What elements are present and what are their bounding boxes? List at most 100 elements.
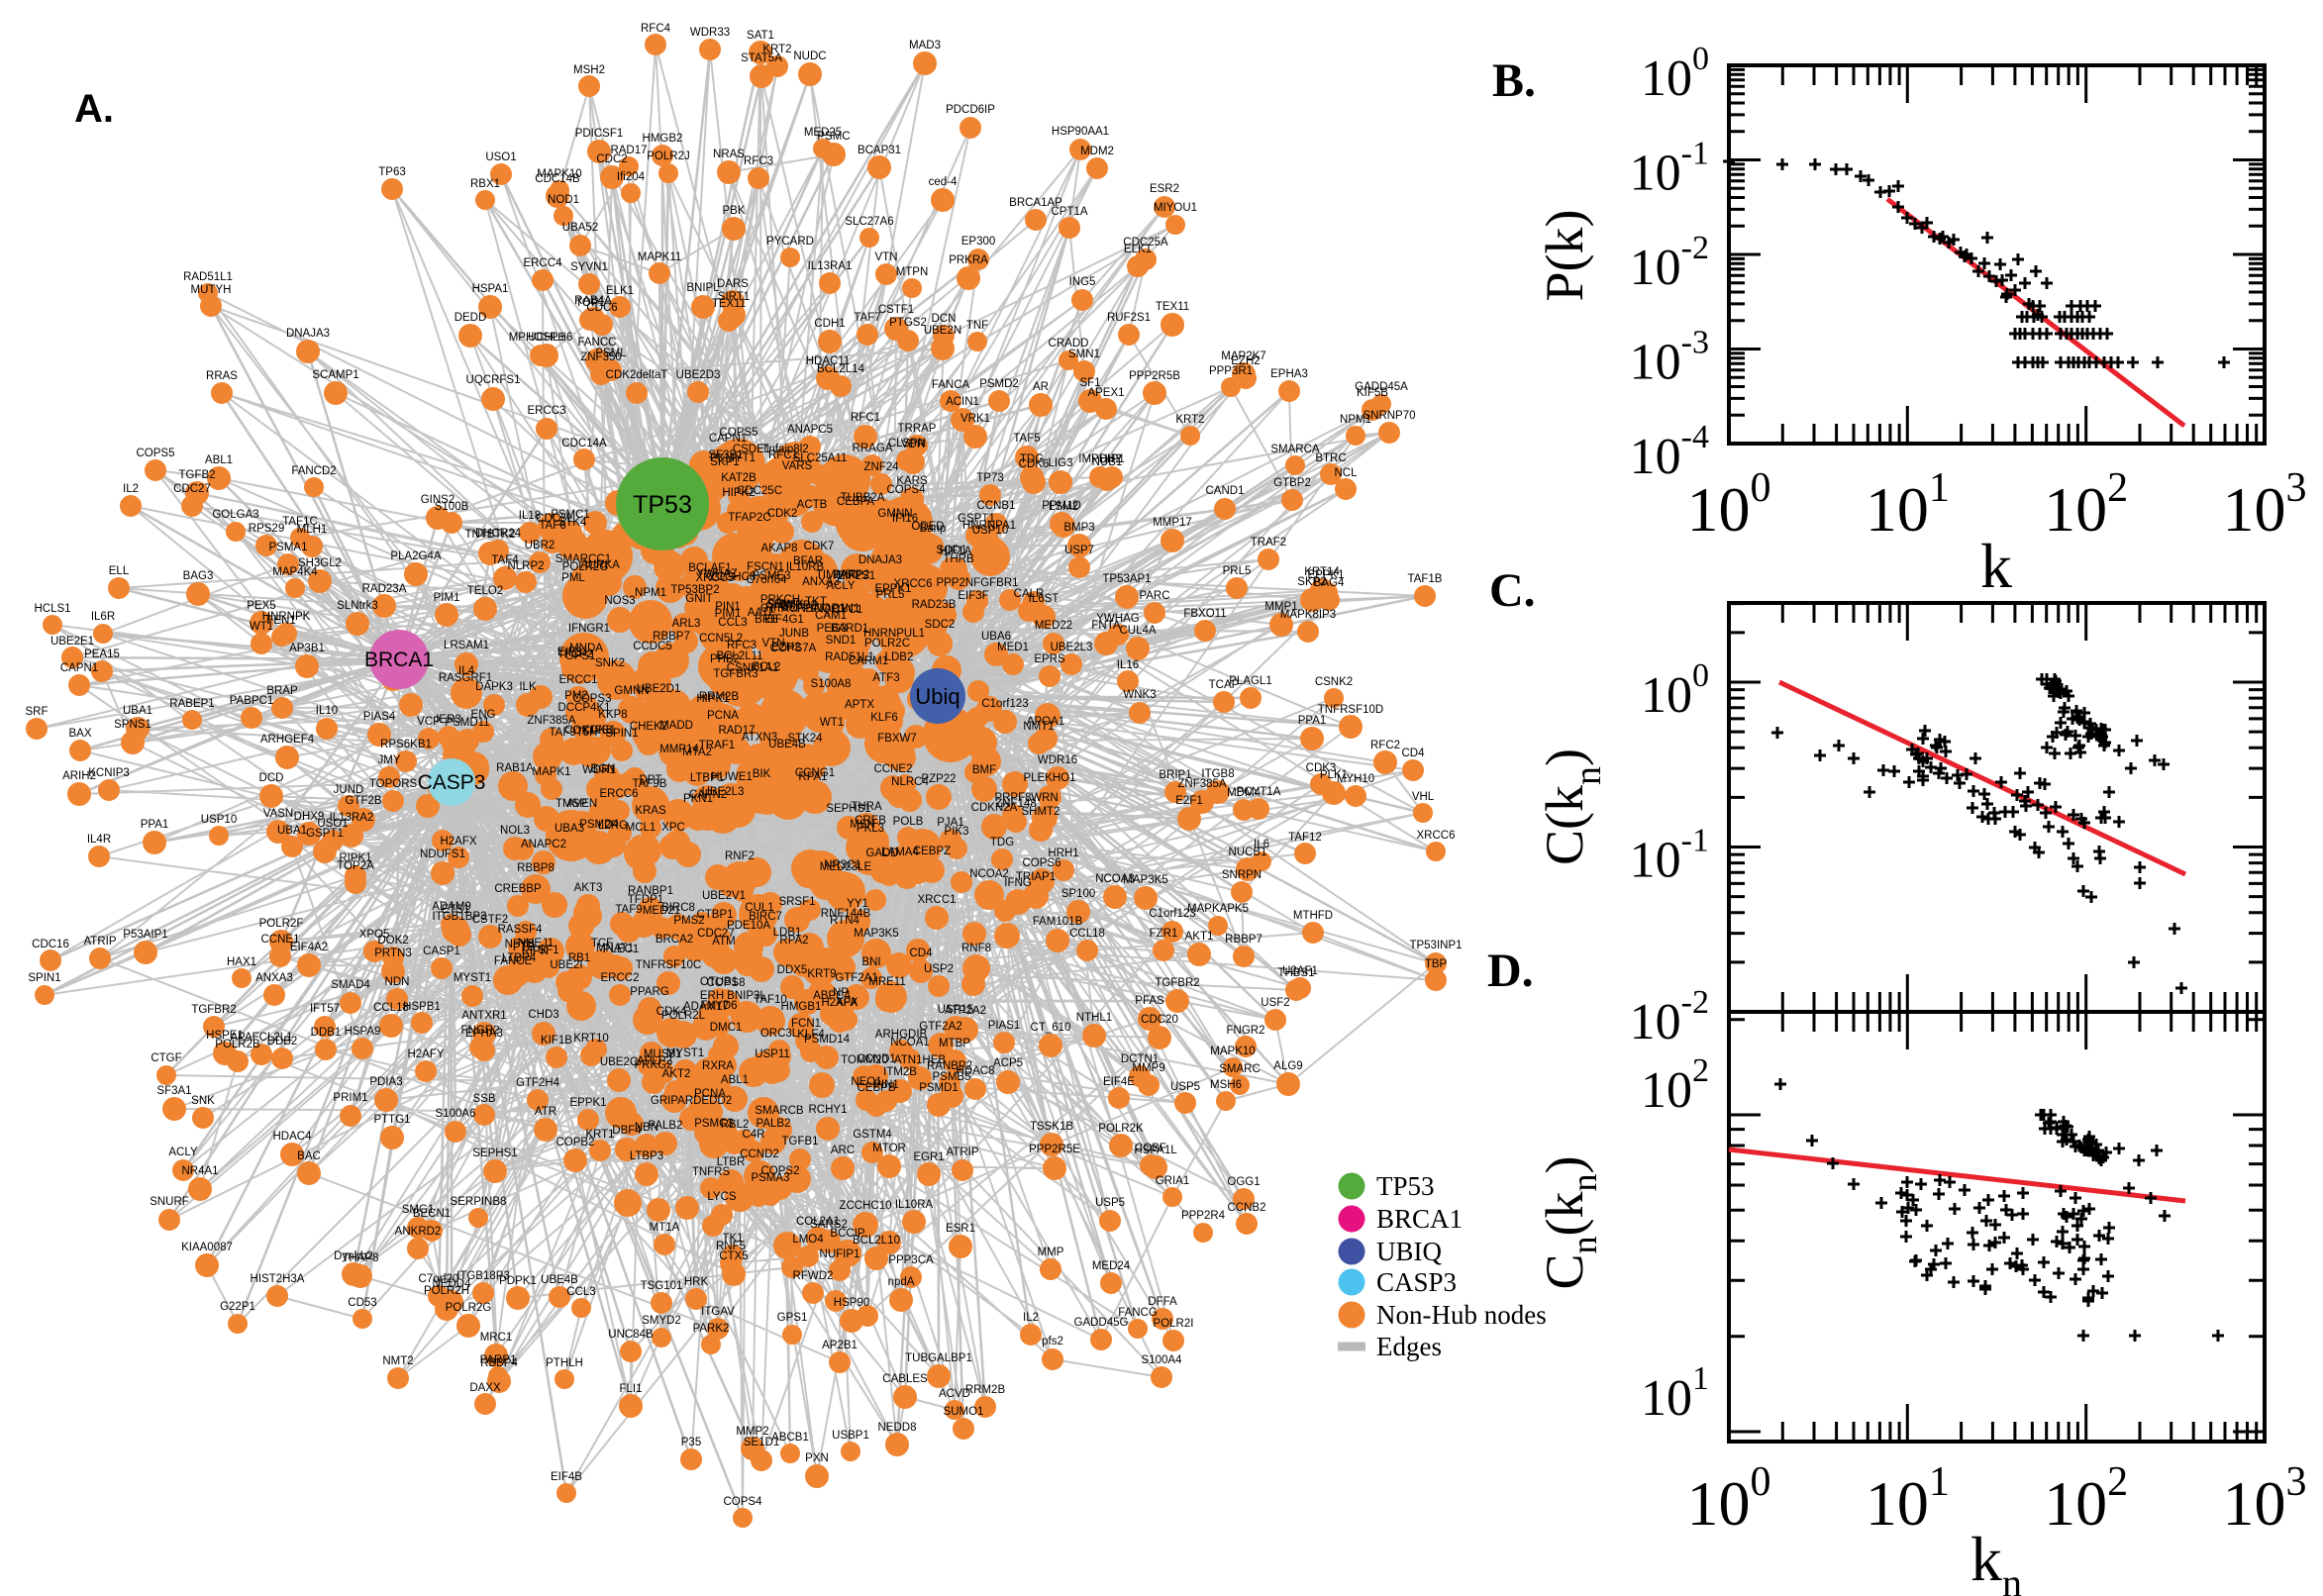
svg-text:RFC4: RFC4: [641, 23, 671, 35]
svg-text:P53AIP1: P53AIP1: [123, 929, 167, 941]
svg-text:HNRNPK: HNRNPK: [262, 611, 311, 623]
svg-text:HSPA9: HSPA9: [345, 1026, 381, 1038]
svg-text:XRCC6: XRCC6: [1417, 830, 1456, 842]
svg-text:PARK2: PARK2: [693, 1323, 730, 1335]
svg-text:PM2: PM2: [564, 690, 588, 702]
svg-text:P(k): P(k): [1535, 210, 1594, 302]
svg-text:DMC1: DMC1: [710, 1022, 743, 1034]
svg-text:VRK1: VRK1: [960, 413, 990, 425]
svg-text:COPS8: COPS8: [707, 977, 746, 989]
svg-text:PSMD1: PSMD1: [919, 1082, 959, 1094]
svg-text:LSM2: LSM2: [1049, 501, 1078, 513]
svg-text:HIST2H3A: HIST2H3A: [251, 1273, 305, 1285]
svg-text:AVEN: AVEN: [567, 798, 597, 810]
svg-text:LDB1: LDB1: [773, 927, 802, 939]
svg-text:PPP2NFGFBR1: PPP2NFGFBR1: [936, 577, 1018, 589]
svg-text:MYST1: MYST1: [454, 972, 491, 984]
svg-text:HSP90AA1: HSP90AA1: [1052, 126, 1109, 138]
svg-text:NOS3: NOS3: [604, 595, 635, 607]
svg-text:RBBP4: RBBP4: [480, 1357, 518, 1369]
svg-text:NDUFS1: NDUFS1: [420, 848, 465, 860]
svg-text:RAD51L1: RAD51L1: [825, 651, 874, 663]
svg-text:WT1: WT1: [820, 717, 844, 729]
svg-text:PRKG2: PRKG2: [635, 1059, 673, 1071]
svg-text:NPM1: NPM1: [1340, 414, 1371, 426]
svg-text:DPT: DPT: [640, 774, 662, 786]
svg-text:NLRP2: NLRP2: [507, 560, 544, 572]
svg-text:MUS81: MUS81: [644, 1048, 681, 1060]
svg-text:ADAM17: ADAM17: [683, 1001, 729, 1013]
svg-text:OGG1: OGG1: [1227, 1176, 1260, 1188]
svg-text:ANXA3: ANXA3: [802, 576, 840, 588]
svg-text:RBBP7: RBBP7: [653, 631, 690, 643]
svg-text:USO1: USO1: [485, 151, 516, 163]
svg-text:FANCD2: FANCD2: [291, 465, 336, 477]
svg-text:HSPA1L: HSPA1L: [1134, 1145, 1177, 1156]
svg-text:DDB1: DDB1: [311, 1027, 342, 1039]
svg-text:USP7: USP7: [1064, 545, 1094, 556]
svg-text:BCL2L14: BCL2L14: [817, 363, 865, 375]
svg-text:IL18: IL18: [519, 510, 541, 522]
svg-text:COPS6: COPS6: [1023, 857, 1061, 869]
svg-text:SND1: SND1: [826, 635, 857, 647]
svg-text:C7orf64: C7orf64: [747, 574, 788, 586]
svg-text:ITGB1BP3: ITGB1BP3: [433, 911, 487, 923]
svg-text:UBE2E1: UBE2E1: [50, 636, 94, 648]
svg-text:DCTN1: DCTN1: [1121, 1053, 1159, 1065]
svg-text:KIF5B: KIF5B: [1357, 387, 1388, 399]
svg-text:LMO4: LMO4: [792, 1234, 824, 1246]
svg-text:KCNIP3: KCNIP3: [88, 767, 130, 779]
svg-text:WRN: WRN: [1031, 792, 1058, 804]
svg-text:EIF4B: EIF4B: [551, 1471, 582, 1483]
svg-text:ZNF148: ZNF148: [995, 798, 1037, 810]
svg-text:USBP1: USBP1: [832, 1430, 869, 1442]
svg-text:WNK3: WNK3: [1123, 689, 1156, 701]
svg-text:USP5: USP5: [1095, 1197, 1125, 1209]
svg-text:SF1: SF1: [538, 945, 558, 956]
svg-text:PCNA: PCNA: [694, 1088, 726, 1100]
svg-text:SNURF: SNURF: [150, 1196, 189, 1208]
svg-text:NR4A1: NR4A1: [181, 1165, 218, 1177]
svg-text:MED22: MED22: [1035, 620, 1072, 632]
svg-text:POLR2G: POLR2G: [446, 1302, 492, 1314]
svg-text:GPS1: GPS1: [777, 1312, 808, 1324]
svg-text:MAPK10: MAPK10: [537, 168, 581, 180]
svg-text:CAM1: CAM1: [815, 610, 847, 622]
svg-text:VTN: VTN: [875, 251, 898, 263]
svg-text:RNF144B: RNF144B: [821, 908, 871, 920]
svg-text:SAT1: SAT1: [747, 30, 774, 42]
svg-text:NCOA1: NCOA1: [890, 1037, 930, 1048]
svg-text:CDK4: CDK4: [656, 1006, 687, 1018]
svg-text:MADD: MADD: [659, 720, 693, 732]
svg-text:UNC84B: UNC84B: [608, 1329, 654, 1341]
svg-text:AURKA: AURKA: [580, 559, 620, 571]
svg-text:NEDD4: NEDD4: [433, 1278, 472, 1290]
svg-text:CCND1: CCND1: [857, 1053, 896, 1065]
svg-text:CLSPN: CLSPN: [888, 438, 926, 449]
svg-text:PSMC3: PSMC3: [694, 1118, 734, 1130]
svg-text:ERCC4: ERCC4: [524, 257, 563, 269]
svg-text:SSB: SSB: [472, 1093, 495, 1105]
svg-text:GMNN: GMNN: [877, 508, 912, 520]
svg-text:POLR2L: POLR2L: [661, 1010, 706, 1022]
svg-text:CSNK2: CSNK2: [1315, 676, 1353, 688]
svg-text:ORC3L: ORC3L: [760, 1028, 799, 1040]
svg-text:MED21: MED21: [643, 905, 680, 917]
svg-text:PCYT1A: PCYT1A: [1237, 786, 1281, 798]
svg-text:THRA: THRA: [851, 801, 882, 813]
svg-text:YWHAZ: YWHAZ: [696, 568, 738, 580]
svg-text:ING5: ING5: [1069, 276, 1096, 288]
svg-text:CASP1: CASP1: [423, 946, 460, 957]
svg-text:10-1: 10-1: [1630, 823, 1709, 889]
svg-text:CREB: CREB: [855, 815, 886, 827]
svg-text:NEO1: NEO1: [851, 1076, 881, 1088]
svg-text:EPHA3: EPHA3: [1270, 368, 1308, 380]
svg-text:GSPT1: GSPT1: [306, 828, 344, 840]
svg-text:TGFBR2: TGFBR2: [191, 1004, 236, 1016]
svg-text:POLR2K: POLR2K: [1098, 1123, 1144, 1135]
svg-text:EPPK1: EPPK1: [874, 583, 911, 595]
svg-text:EIF4A2: EIF4A2: [290, 942, 328, 953]
svg-text:ARC: ARC: [831, 1145, 855, 1156]
svg-text:TGFB2: TGFB2: [178, 469, 215, 481]
svg-text:PIN1: PIN1: [873, 1079, 899, 1091]
